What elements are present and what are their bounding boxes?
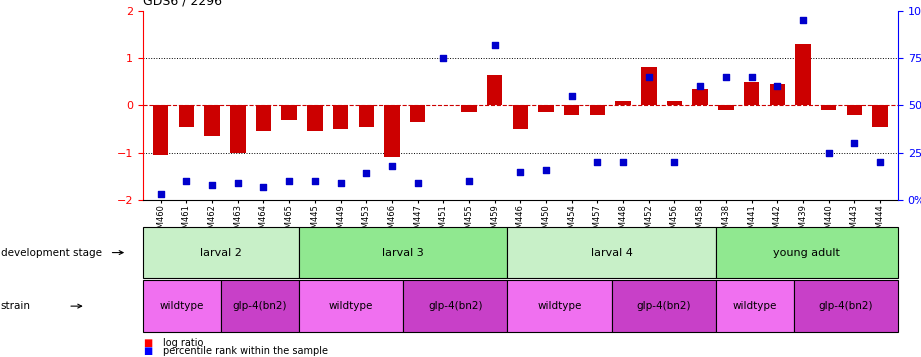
Bar xyxy=(718,105,733,110)
Text: wildtype: wildtype xyxy=(732,301,777,311)
Text: larval 3: larval 3 xyxy=(382,247,424,258)
Point xyxy=(847,140,862,146)
Bar xyxy=(795,44,810,105)
Point xyxy=(282,178,297,184)
Bar xyxy=(513,105,528,129)
Text: ■: ■ xyxy=(143,346,152,356)
Bar xyxy=(230,105,246,152)
Text: log ratio: log ratio xyxy=(163,338,204,348)
Bar xyxy=(693,89,708,105)
Point xyxy=(770,84,785,89)
Bar xyxy=(179,105,194,127)
Text: wildtype: wildtype xyxy=(159,301,204,311)
Point xyxy=(487,42,502,47)
Text: development stage: development stage xyxy=(1,247,102,258)
Point xyxy=(590,159,605,165)
Point xyxy=(333,180,348,186)
Bar xyxy=(564,105,579,115)
Bar xyxy=(615,101,631,105)
Bar xyxy=(821,105,836,110)
Bar xyxy=(384,105,400,157)
Point xyxy=(822,150,836,155)
Bar xyxy=(487,75,502,105)
Text: young adult: young adult xyxy=(774,247,840,258)
Text: GDS6 / 2296: GDS6 / 2296 xyxy=(143,0,222,7)
Point xyxy=(796,17,810,23)
Point xyxy=(308,178,322,184)
Bar xyxy=(770,84,785,105)
Bar xyxy=(744,82,759,105)
Bar xyxy=(410,105,426,122)
Point xyxy=(565,93,579,99)
Bar xyxy=(641,67,657,105)
Text: ■: ■ xyxy=(143,338,152,348)
Bar xyxy=(846,105,862,115)
Point xyxy=(256,184,271,190)
Bar xyxy=(332,105,348,129)
Bar xyxy=(256,105,271,131)
Text: glp-4(bn2): glp-4(bn2) xyxy=(233,301,287,311)
Point xyxy=(718,74,733,80)
Point xyxy=(744,74,759,80)
Point xyxy=(693,84,707,89)
Point xyxy=(872,159,887,165)
Bar xyxy=(539,105,554,112)
Bar xyxy=(872,105,888,127)
Point xyxy=(616,159,631,165)
Point xyxy=(410,180,425,186)
Text: strain: strain xyxy=(1,301,31,311)
Point xyxy=(179,178,193,184)
Point xyxy=(204,182,219,188)
Text: wildtype: wildtype xyxy=(537,301,582,311)
Text: percentile rank within the sample: percentile rank within the sample xyxy=(163,346,328,356)
Bar xyxy=(589,105,605,115)
Point xyxy=(436,55,450,61)
Bar xyxy=(461,105,477,112)
Text: wildtype: wildtype xyxy=(329,301,373,311)
Bar xyxy=(153,105,169,155)
Point xyxy=(154,191,169,197)
Bar xyxy=(667,101,682,105)
Text: glp-4(bn2): glp-4(bn2) xyxy=(636,301,691,311)
Text: glp-4(bn2): glp-4(bn2) xyxy=(428,301,483,311)
Text: glp-4(bn2): glp-4(bn2) xyxy=(819,301,873,311)
Bar xyxy=(204,105,220,136)
Text: larval 4: larval 4 xyxy=(590,247,633,258)
Bar xyxy=(308,105,322,131)
Point xyxy=(461,178,476,184)
Point xyxy=(539,167,554,172)
Text: larval 2: larval 2 xyxy=(200,247,242,258)
Point xyxy=(230,180,245,186)
Bar xyxy=(282,105,297,120)
Point xyxy=(641,74,656,80)
Point xyxy=(359,171,374,176)
Bar xyxy=(358,105,374,127)
Point xyxy=(385,163,400,169)
Point xyxy=(667,159,682,165)
Point xyxy=(513,169,528,174)
